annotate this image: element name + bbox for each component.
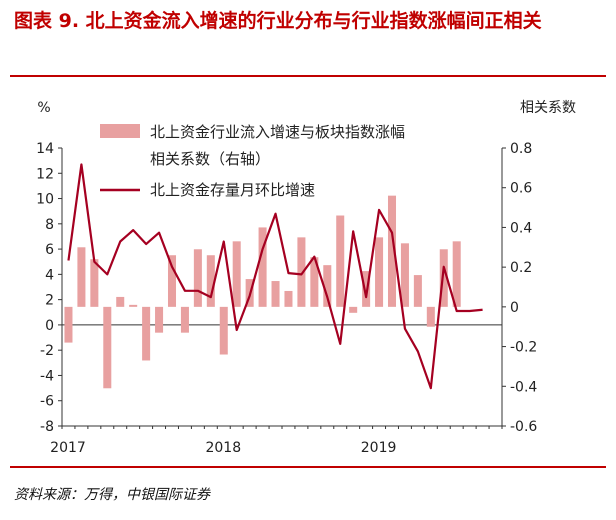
bar xyxy=(336,215,345,307)
bar xyxy=(129,304,138,307)
left-axis-tick-label: -2 xyxy=(40,343,54,359)
bar xyxy=(103,306,112,389)
left-axis-tick-label: 6 xyxy=(45,242,54,258)
right-axis-tick-label: 0.6 xyxy=(510,181,532,197)
bar xyxy=(90,259,99,307)
right-axis-tick-label: -0.6 xyxy=(510,419,537,435)
combo-chart: % 相关系数 14 12 10 8 6 4 2 0 -2 -4 -6 -8 0.8 0.6 0.4 0.2 0 -0.… xyxy=(36,100,576,456)
left-axis-tick-label: 14 xyxy=(36,141,54,157)
bottom-divider xyxy=(10,466,606,468)
bar xyxy=(167,255,177,307)
right-axis-tick-label: 0.2 xyxy=(510,260,532,276)
bar xyxy=(219,306,228,355)
bar xyxy=(297,237,306,307)
bar xyxy=(349,306,358,313)
bar xyxy=(206,255,215,307)
bar xyxy=(452,241,461,307)
bar xyxy=(400,243,409,307)
right-axis-tick-label: 0.4 xyxy=(510,220,532,236)
bar xyxy=(426,306,435,327)
bar xyxy=(362,271,371,307)
bar xyxy=(232,241,241,307)
left-axis-unit: % xyxy=(37,100,50,116)
x-axis-year-label: 2018 xyxy=(205,440,241,456)
right-axis-tick-label: -0.2 xyxy=(510,340,537,356)
right-axis-tick-label: 0.8 xyxy=(510,141,532,157)
bar xyxy=(193,249,202,307)
left-axis-tick-label: 2 xyxy=(45,293,54,309)
left-axis-tick-label: -6 xyxy=(40,394,54,410)
legend-swatch-bar xyxy=(100,124,140,138)
legend-label-bar-2: 相关系数（右轴） xyxy=(150,150,270,168)
legend-label-line: 北上资金存量月环比增速 xyxy=(150,181,315,199)
chart-title: 图表 9. 北上资金流入增速的行业分布与行业指数涨幅间正相关 xyxy=(14,10,542,32)
bar xyxy=(439,249,448,307)
left-axis-tick-label: -4 xyxy=(40,368,54,384)
bar xyxy=(375,237,384,307)
bar xyxy=(116,296,125,307)
bar xyxy=(142,306,151,361)
x-axis-year-label: 2017 xyxy=(50,440,86,456)
bar xyxy=(284,290,293,307)
bar xyxy=(271,281,280,307)
left-axis-tick-label: -8 xyxy=(40,419,54,435)
bar xyxy=(413,275,422,307)
series-line xyxy=(67,163,483,390)
top-divider xyxy=(10,75,606,77)
bar xyxy=(64,306,73,343)
left-axis-tick-label: 12 xyxy=(36,166,54,182)
bar xyxy=(180,306,189,333)
right-axis-tick-label: 0 xyxy=(510,300,519,316)
bar xyxy=(387,195,397,307)
x-axis-year-label: 2019 xyxy=(361,440,397,456)
bar xyxy=(258,227,267,307)
bar xyxy=(323,265,332,307)
legend-label-bar: 北上资金行业流入增速与板块指数涨幅 xyxy=(150,123,405,141)
left-axis-tick-label: 4 xyxy=(45,267,54,283)
right-axis-tick-label: -0.4 xyxy=(510,379,537,395)
bar xyxy=(155,306,164,333)
left-axis-tick-label: 10 xyxy=(36,192,54,208)
bar xyxy=(77,247,86,307)
right-axis-unit: 相关系数 xyxy=(520,100,576,116)
bar xyxy=(310,257,319,307)
source-note: 资料来源：万得，中银国际证券 xyxy=(14,487,210,503)
left-axis-tick-label: 0 xyxy=(45,318,54,334)
left-axis-tick-label: 8 xyxy=(45,217,54,233)
